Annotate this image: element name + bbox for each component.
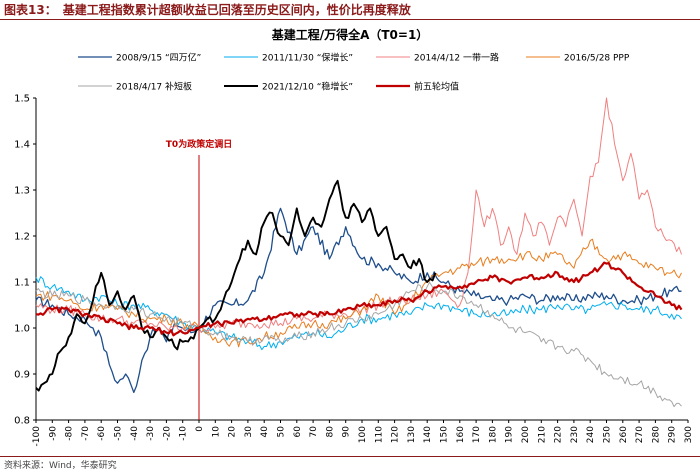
x-tick-label: -60: [97, 426, 107, 441]
series-line: [35, 179, 437, 392]
policy-date-annotation: T0为政策定调日: [166, 138, 232, 150]
x-tick-label: 180: [488, 426, 498, 443]
x-tick-label: -40: [130, 426, 140, 441]
x-tick-label: 60: [293, 426, 303, 438]
x-tick-label: -10: [179, 426, 189, 441]
figure-header: 图表13： 基建工程指数累计超额收益已回落至历史区间内，性价比再度释放: [0, 0, 700, 19]
footer-rule: [0, 456, 700, 457]
x-tick-label: 250: [603, 426, 613, 443]
x-tick-label: 130: [407, 426, 417, 443]
legend-label: 2021/12/10 “稳增长”: [262, 81, 353, 93]
series-line: [35, 207, 682, 394]
x-tick-label: 290: [668, 426, 678, 443]
x-tick-label: -50: [114, 426, 124, 441]
series-line: [35, 276, 682, 351]
legend-label: 前五轮均值: [414, 81, 459, 93]
y-tick-label: 0.8: [14, 416, 30, 427]
header-rule: [0, 19, 700, 20]
y-tick-label: 1.4: [14, 140, 30, 151]
source-note: 资料来源：Wind，华泰研究: [4, 461, 117, 471]
x-tick-label: 160: [456, 426, 466, 443]
y-tick-label: 1.1: [14, 278, 30, 289]
x-tick-label: 40: [260, 426, 270, 438]
series-line: [35, 97, 682, 334]
figure-title: 基建工程指数累计超额收益已回落至历史区间内，性价比再度释放: [62, 3, 411, 17]
series-line: [35, 261, 683, 337]
figure-label: 图表13：: [4, 3, 57, 17]
y-tick-label: 1.2: [14, 232, 30, 243]
x-tick-label: 110: [374, 426, 384, 443]
legend-label: 2018/4/17 补短板: [116, 81, 192, 93]
x-tick-label: 280: [651, 426, 661, 443]
x-tick-label: 10: [211, 426, 221, 438]
x-tick-label: 240: [586, 426, 596, 443]
x-tick-label: 140: [423, 426, 433, 443]
x-tick-label: 20: [228, 426, 238, 438]
x-tick-label: -30: [146, 426, 156, 441]
x-tick-label: -70: [81, 426, 91, 441]
x-tick-label: 170: [472, 426, 482, 443]
x-tick-label: 200: [521, 426, 531, 443]
x-tick-label: -90: [48, 426, 58, 441]
legend-label: 2008/9/15 “四万亿”: [116, 52, 201, 64]
y-tick-label: 1.5: [14, 94, 30, 105]
x-tick-label: 0: [195, 426, 205, 432]
y-tick-label: 1.3: [14, 186, 30, 197]
legend-label: 2014/4/12 一带一路: [414, 52, 499, 64]
x-tick-label: 150: [440, 426, 450, 443]
x-tick-label: 120: [391, 426, 401, 443]
x-tick-label: 100: [358, 426, 368, 443]
series-line: [35, 238, 682, 348]
series-line: [35, 281, 682, 408]
x-tick-label: 30: [244, 426, 254, 438]
x-tick-label: 70: [309, 426, 319, 438]
x-tick-label: 80: [325, 426, 335, 438]
x-tick-label: 230: [570, 426, 580, 443]
x-tick-label: 50: [277, 426, 287, 438]
chart-title: 基建工程/万得全A（T0=1）: [271, 28, 429, 42]
x-tick-label: 220: [554, 426, 564, 443]
legend-label: 2011/11/30 “保增长”: [262, 52, 353, 64]
x-tick-label: 90: [342, 426, 352, 438]
x-tick-label: 210: [537, 426, 547, 443]
x-tick-label: 190: [505, 426, 515, 443]
x-tick-label: 300: [684, 426, 694, 443]
y-tick-label: 1.0: [14, 324, 30, 335]
x-tick-label: 270: [635, 426, 645, 443]
x-tick-label: 260: [619, 426, 629, 443]
y-tick-label: 0.9: [14, 370, 30, 381]
legend-label: 2016/5/28 PPP: [564, 54, 630, 64]
x-tick-label: -80: [65, 426, 75, 441]
x-tick-label: -20: [162, 426, 172, 441]
x-tick-label: -100: [32, 426, 42, 447]
